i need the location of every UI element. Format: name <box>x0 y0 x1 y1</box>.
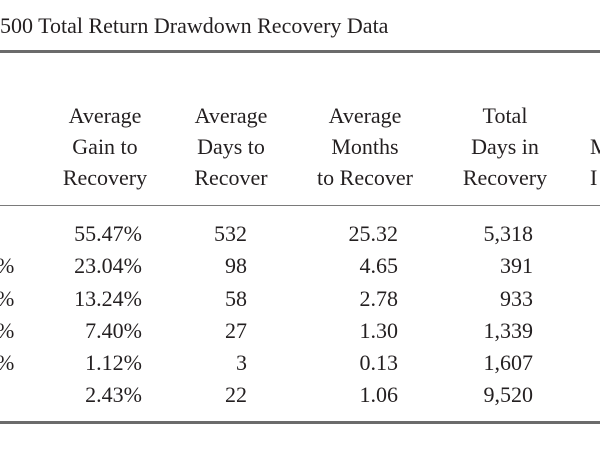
cell-days: 22 <box>225 382 247 407</box>
cell-total: 1,607 <box>483 350 534 375</box>
header-line: M <box>590 134 600 159</box>
header-line: Gain to <box>72 134 138 159</box>
cell-gain: 1.12% <box>85 350 142 375</box>
cell-days: 58 <box>225 286 247 311</box>
header-line: Days to <box>197 134 265 159</box>
row-stub: % <box>0 253 14 279</box>
header-average-days: Average Days to Recover <box>183 100 279 193</box>
header-total-days: Total Days in Recovery <box>455 100 555 193</box>
header-line: Average <box>194 103 268 128</box>
header-line: Average <box>68 103 142 128</box>
table-title: 500 Total Return Drawdown Recovery Data <box>0 13 389 38</box>
top-rule <box>0 50 600 53</box>
header-line: Total <box>482 103 528 128</box>
row-stub: % <box>0 350 14 376</box>
cell-total: 9,520 <box>483 382 534 407</box>
header-average-months: Average Months to Recover <box>304 100 426 193</box>
cell-gain: 13.24% <box>74 286 142 311</box>
cell-gain: 23.04% <box>74 253 142 278</box>
cell-months: 0.13 <box>359 350 399 375</box>
header-line: Recovery <box>462 165 548 190</box>
cell-months: 4.65 <box>359 253 399 278</box>
cell-total: 5,318 <box>483 221 534 246</box>
cell-months: 1.06 <box>359 382 399 407</box>
row-stub: % <box>0 318 14 344</box>
cell-months: 2.78 <box>359 286 399 311</box>
header-average-gain: Average Gain to Recovery <box>57 100 153 193</box>
header-partial-column: M I <box>590 131 600 193</box>
cell-gain: 55.47% <box>74 221 142 246</box>
cell-months: 25.32 <box>348 221 399 246</box>
header-line: Months <box>331 134 399 159</box>
header-line: I <box>590 165 598 190</box>
cell-total: 933 <box>500 286 533 311</box>
cell-months: 1.30 <box>359 318 399 343</box>
cell-gain: 2.43% <box>85 382 142 407</box>
header-line: Recovery <box>62 165 148 190</box>
cell-total: 391 <box>500 253 533 278</box>
header-rule <box>0 205 600 206</box>
header-line: to Recover <box>317 165 413 190</box>
header-line: Days in <box>471 134 539 159</box>
row-stub: % <box>0 286 14 312</box>
cell-days: 27 <box>225 318 247 343</box>
cell-gain: 7.40% <box>85 318 142 343</box>
bottom-rule <box>0 421 600 424</box>
cell-days: 532 <box>214 221 247 246</box>
cell-days: 98 <box>225 253 247 278</box>
header-line: Average <box>328 103 402 128</box>
cell-total: 1,339 <box>483 318 534 343</box>
header-line: Recover <box>194 165 268 190</box>
cell-days: 3 <box>236 350 247 375</box>
